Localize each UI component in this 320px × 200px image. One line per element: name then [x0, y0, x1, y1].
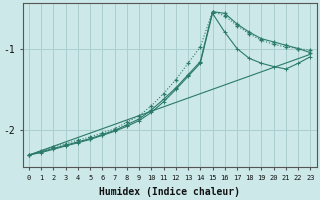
X-axis label: Humidex (Indice chaleur): Humidex (Indice chaleur): [99, 186, 240, 197]
